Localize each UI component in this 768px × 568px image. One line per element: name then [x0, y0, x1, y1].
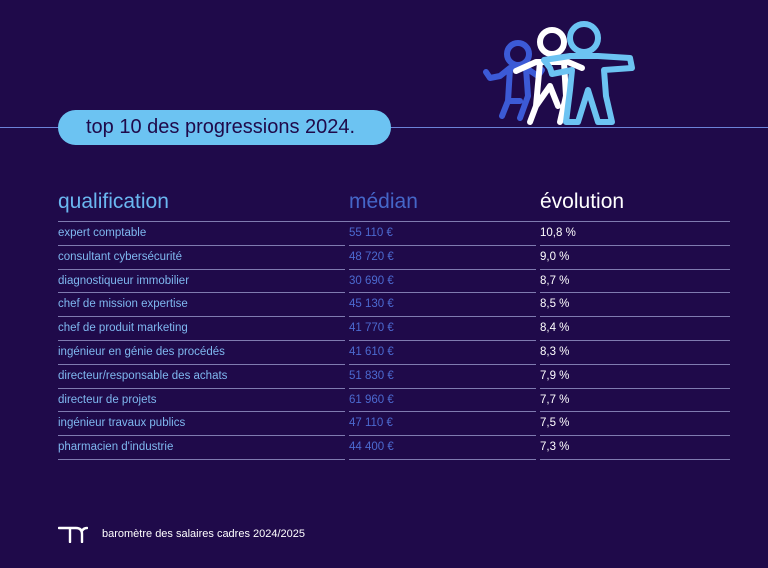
cell-qualification: directeur de projets: [58, 393, 157, 406]
cell-median: 44 400 €: [349, 441, 394, 454]
cell-evolution: 10,8 %: [540, 227, 576, 239]
cell-qualification: ingénieur travaux publics: [58, 417, 186, 430]
table-row: expert comptable 55 110 € 10,8 %: [58, 222, 730, 246]
header-evolution: évolution: [540, 190, 625, 213]
header-median: médian: [349, 190, 418, 213]
cell-evolution: 8,3 %: [540, 345, 570, 358]
cell-evolution: 8,7 %: [540, 274, 570, 287]
table-row: ingénieur en génie des procédés 41 610 €…: [58, 341, 730, 365]
cell-evolution: 8,4 %: [540, 322, 570, 335]
cell-qualification: pharmacien d'industrie: [58, 441, 174, 454]
cell-median: 41 770 €: [349, 322, 394, 335]
table-row: consultant cybersécurité 48 720 € 9,0 %: [58, 246, 730, 270]
cell-qualification: directeur/responsable des achats: [58, 369, 228, 382]
cell-median: 47 110 €: [349, 417, 393, 430]
cell-median: 48 720 €: [349, 250, 394, 263]
brand-logo-icon: [58, 526, 88, 543]
table-body: expert comptable 55 110 € 10,8 % consult…: [58, 222, 730, 460]
cell-median: 55 110 €: [349, 227, 393, 239]
table-row: diagnostiqueur immobilier 30 690 € 8,7 %: [58, 270, 730, 294]
cell-median: 61 960 €: [349, 393, 394, 406]
progressions-table: qualification médian évolution expert co…: [58, 188, 730, 460]
cell-qualification: diagnostiqueur immobilier: [58, 274, 190, 287]
table-row: ingénieur travaux publics 47 110 € 7,5 %: [58, 412, 730, 437]
cell-median: 41 610 €: [349, 345, 394, 358]
cell-qualification: chef de produit marketing: [58, 322, 188, 335]
cell-median: 45 130 €: [349, 298, 394, 311]
cell-evolution: 9,0 %: [540, 250, 570, 263]
table-row: directeur de projets 61 960 € 7,7 %: [58, 389, 730, 413]
cell-evolution: 7,7 %: [540, 393, 570, 406]
header-qualification: qualification: [58, 190, 169, 213]
footer-text: baromètre des salaires cadres 2024/2025: [102, 528, 306, 540]
table-row: pharmacien d'industrie 44 400 € 7,3 %: [58, 436, 730, 460]
cell-median: 30 690 €: [349, 274, 394, 287]
cell-qualification: expert comptable: [58, 227, 147, 239]
cell-qualification: ingénieur en génie des procédés: [58, 345, 225, 358]
table-row: chef de produit marketing 41 770 € 8,4 %: [58, 317, 730, 341]
table-row: chef de mission expertise 45 130 € 8,5 %: [58, 293, 730, 318]
table-row: directeur/responsable des achats 51 830 …: [58, 365, 730, 389]
cell-evolution: 7,3 %: [540, 441, 570, 454]
cell-evolution: 8,5 %: [540, 298, 570, 311]
page-title: top 10 des progressions 2024.: [58, 110, 391, 145]
cell-evolution: 7,9 %: [540, 369, 570, 382]
footer: baromètre des salaires cadres 2024/2025: [58, 525, 305, 543]
cell-median: 51 830 €: [349, 369, 394, 382]
cell-qualification: chef de mission expertise: [58, 298, 188, 311]
three-people-figures-icon: [483, 21, 635, 125]
cell-qualification: consultant cybersécurité: [58, 250, 183, 263]
table-header-row: qualification médian évolution: [58, 188, 730, 222]
cell-evolution: 7,5 %: [540, 417, 570, 430]
